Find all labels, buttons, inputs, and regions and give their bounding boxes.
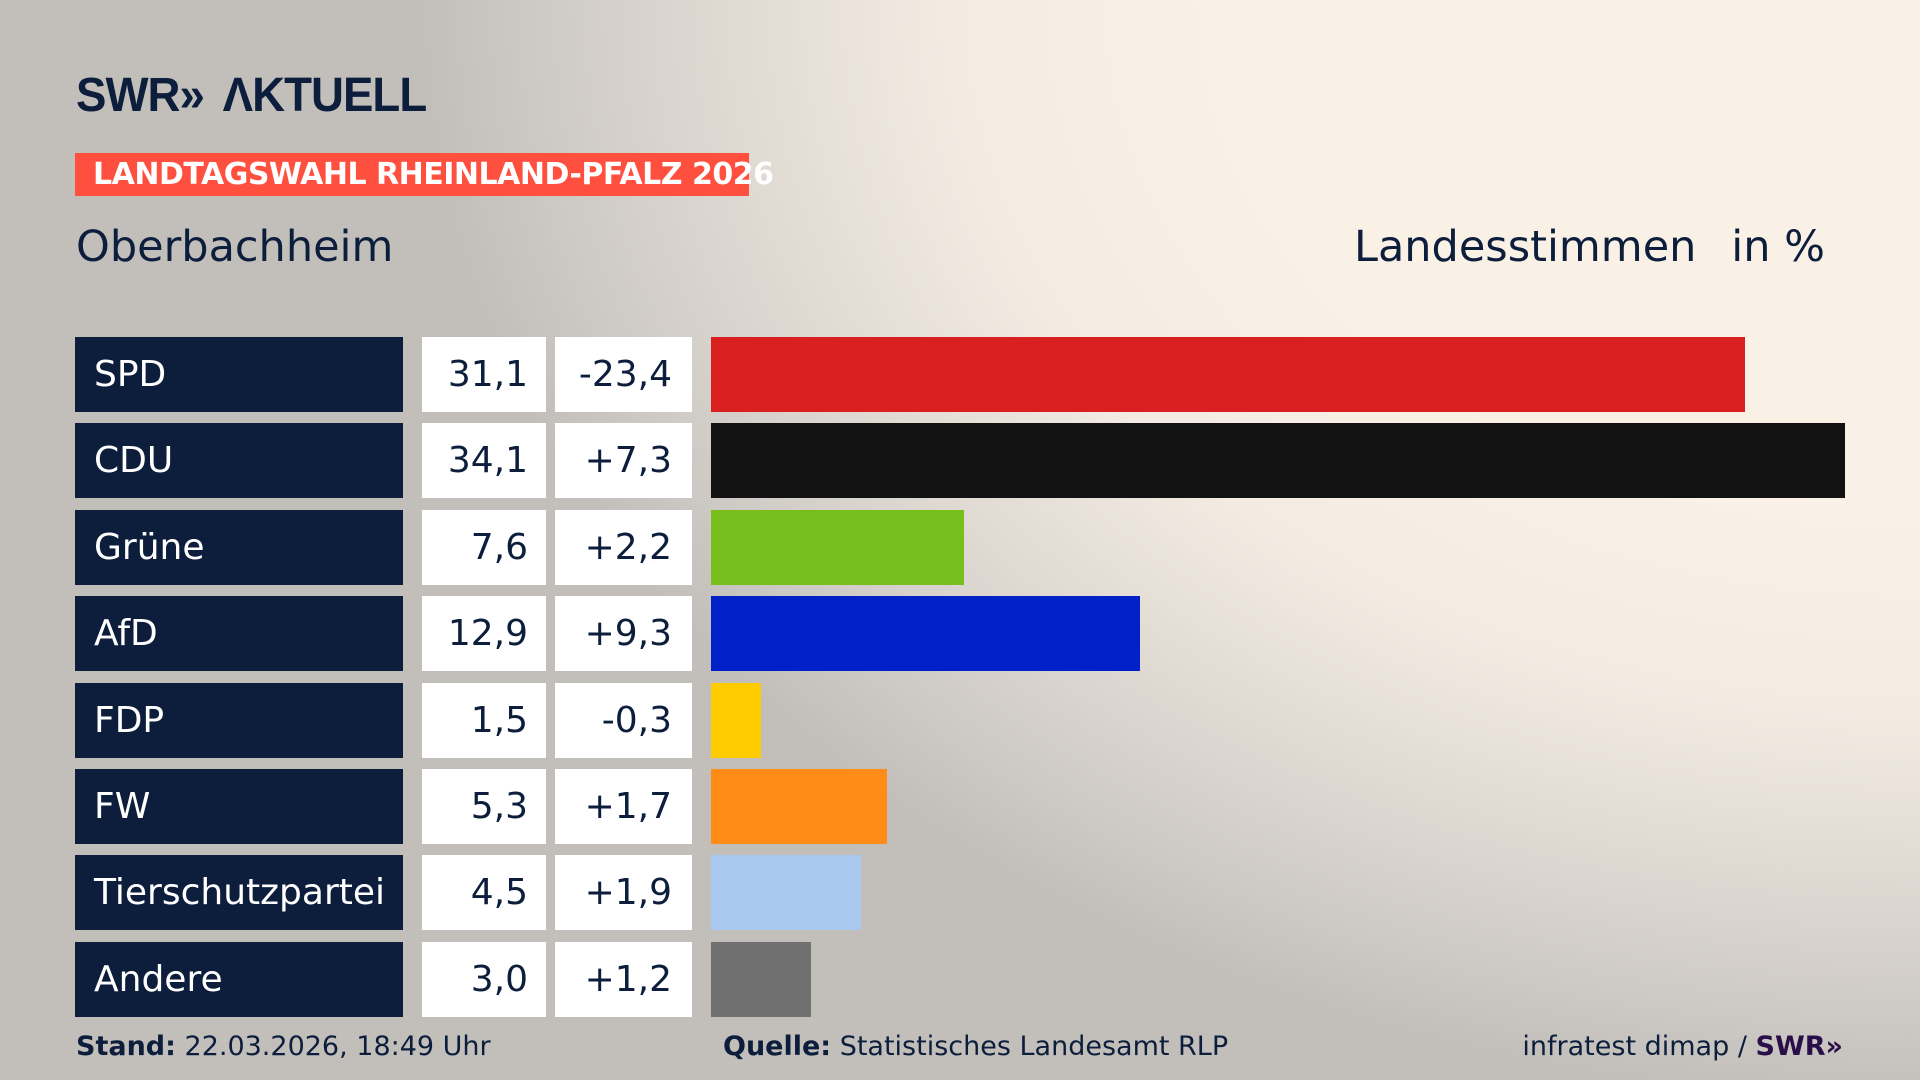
change-label: +1,9 [555, 855, 692, 931]
credit-text: infratest dimap / [1522, 1031, 1747, 1062]
result-row: AfD 12,9 +9,3 [0, 596, 1920, 672]
bar [711, 596, 1140, 672]
change-label: +9,3 [555, 596, 692, 672]
party-label: Tierschutzpartei [75, 855, 403, 931]
unit-label: in % [1731, 222, 1825, 272]
party-label: FDP [75, 682, 403, 758]
result-row: Grüne 7,6 +2,2 [0, 509, 1920, 585]
value-label: 31,1 [422, 337, 546, 412]
value-label: 12,9 [422, 596, 546, 672]
bar [711, 509, 964, 585]
value-label: 34,1 [422, 423, 546, 499]
result-row: FW 5,3 +1,7 [0, 769, 1920, 844]
bar [711, 769, 888, 844]
bar [711, 423, 1845, 499]
credit: infratest dimap / SWR» [1522, 1031, 1843, 1062]
result-row: Andere 3,0 +1,2 [0, 941, 1920, 1017]
value-label: 7,6 [422, 509, 546, 585]
party-label: Andere [75, 941, 403, 1017]
result-row: FDP 1,5 -0,3 [0, 682, 1920, 758]
timestamp: Stand: 22.03.2026, 18:49 Uhr [76, 1031, 491, 1062]
result-row: CDU 34,1 +7,3 [0, 423, 1920, 499]
result-row: SPD 31,1 -23,4 [0, 337, 1920, 412]
vote-type-label: Landesstimmen [1354, 222, 1697, 272]
party-label: SPD [75, 337, 403, 412]
result-row: Tierschutzpartei 4,5 +1,9 [0, 855, 1920, 931]
stand-label: Stand: [76, 1031, 176, 1062]
value-label: 5,3 [422, 769, 546, 844]
source: Quelle: Statistisches Landesamt RLP [723, 1031, 1228, 1062]
value-label: 1,5 [422, 682, 546, 758]
party-label: CDU [75, 423, 403, 499]
change-label: +7,3 [555, 423, 692, 499]
value-label: 3,0 [422, 941, 546, 1017]
election-banner: LANDTAGSWAHL RHEINLAND-PFALZ 2026 [75, 153, 774, 196]
source-value: Statistisches Landesamt RLP [839, 1031, 1229, 1062]
change-label: +2,2 [555, 509, 692, 585]
change-label: +1,7 [555, 769, 692, 844]
swr-logo: SWR» [1755, 1031, 1843, 1062]
bar [711, 682, 761, 758]
party-label: Grüne [75, 509, 403, 585]
change-label: -23,4 [555, 337, 692, 412]
change-label: +1,2 [555, 941, 692, 1017]
party-label: AfD [75, 596, 403, 672]
party-label: FW [75, 769, 403, 844]
bar [711, 855, 861, 931]
swr-aktuell-logo: SWR» ΛKTUELL [76, 69, 427, 122]
location-title: Oberbachheim [76, 222, 394, 272]
change-label: -0,3 [555, 682, 692, 758]
value-label: 4,5 [422, 855, 546, 931]
stand-value: 22.03.2026, 18:49 Uhr [184, 1031, 491, 1062]
source-label: Quelle: [723, 1031, 832, 1062]
bar [711, 941, 811, 1017]
bar [711, 337, 1746, 412]
